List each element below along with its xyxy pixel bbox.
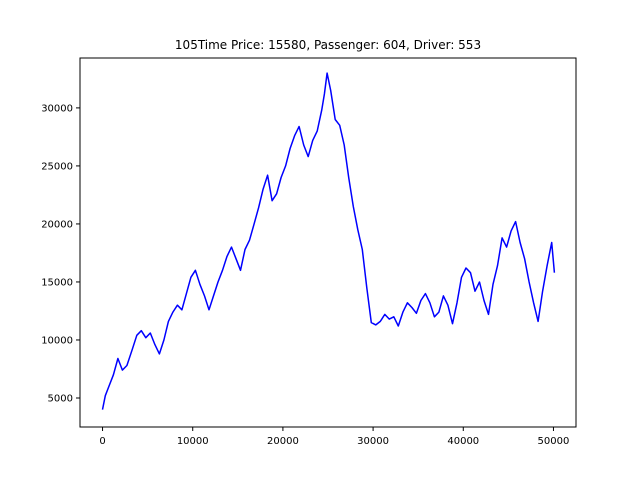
x-axis: 0 10000 20000 30000 40000 50000 xyxy=(99,427,569,447)
y-tick-label: 25000 xyxy=(41,161,73,172)
y-tick-label: 30000 xyxy=(41,103,73,114)
y-tick-label: 10000 xyxy=(41,335,73,346)
y-tick-label: 5000 xyxy=(48,393,73,404)
y-axis: 5000 10000 15000 20000 25000 30000 xyxy=(41,103,80,404)
y-tick-label: 15000 xyxy=(41,277,73,288)
chart-title: 105Time Price: 15580, Passenger: 604, Dr… xyxy=(175,38,481,52)
plot-frame xyxy=(79,57,577,428)
series-line xyxy=(101,72,556,410)
plot-area xyxy=(101,72,556,410)
x-tick-label: 50000 xyxy=(538,436,570,447)
x-tick-label: 0 xyxy=(99,436,105,447)
x-tick-label: 40000 xyxy=(447,436,479,447)
x-tick-label: 20000 xyxy=(267,436,299,447)
y-tick-label: 20000 xyxy=(41,219,73,230)
x-tick-label: 30000 xyxy=(357,436,389,447)
x-tick-label: 10000 xyxy=(177,436,209,447)
